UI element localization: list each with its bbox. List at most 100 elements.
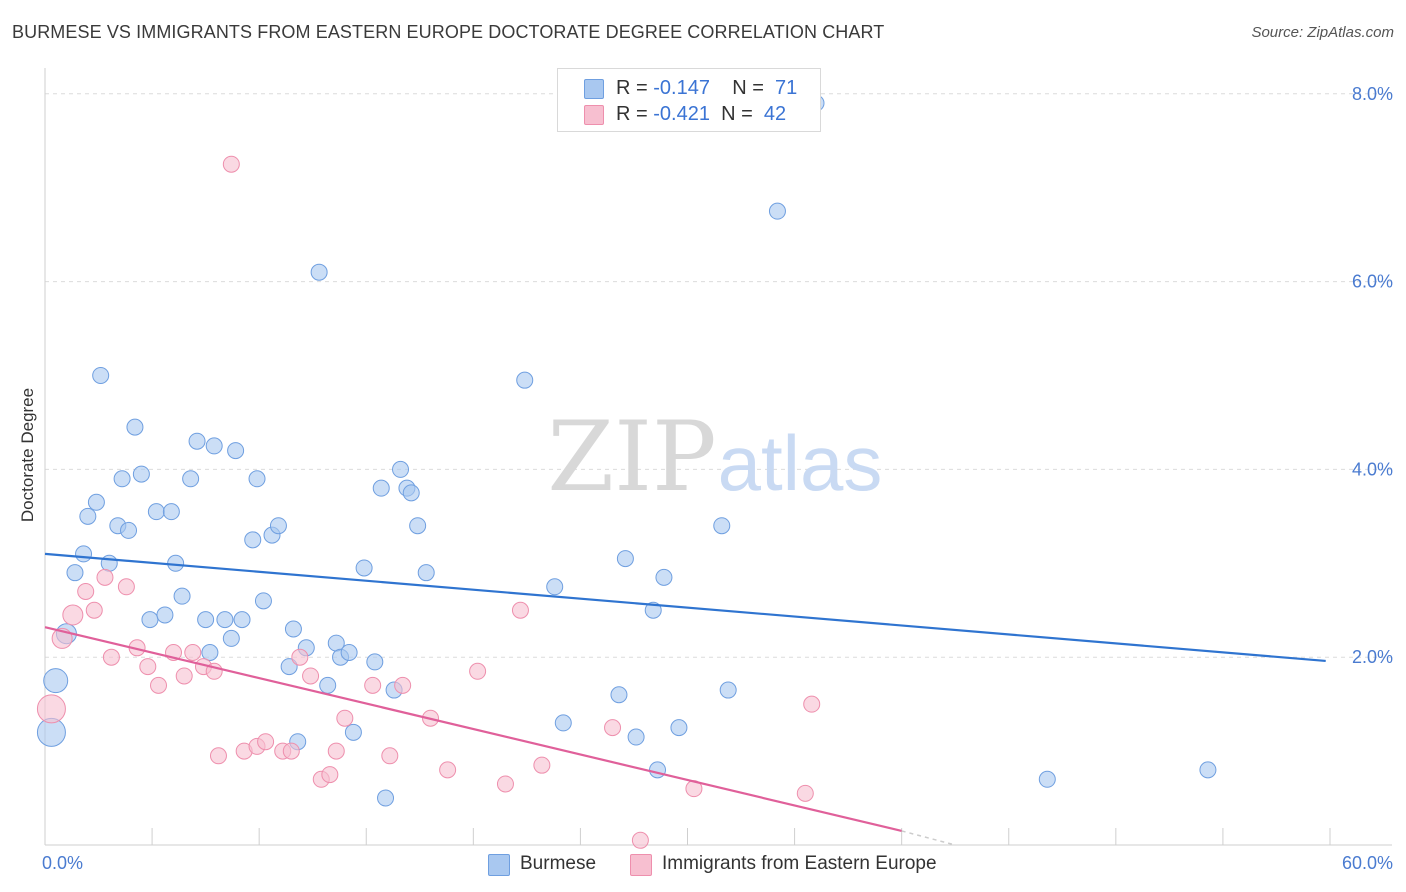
point-burmese <box>182 470 200 488</box>
point-eastern-europe <box>364 676 382 694</box>
point-burmese <box>254 592 272 610</box>
point-burmese <box>649 761 667 779</box>
point-burmese <box>100 554 118 572</box>
point-burmese <box>132 465 150 483</box>
point-eastern-europe <box>175 667 193 685</box>
point-eastern-europe <box>62 604 84 626</box>
point-eastern-europe <box>439 761 457 779</box>
legend-n-value: 71 <box>775 77 798 99</box>
bottom-legend-swatch-eastern-europe <box>630 854 652 876</box>
trend-line-eastern-europe <box>44 626 902 832</box>
point-burmese <box>644 601 662 619</box>
point-burmese <box>409 517 427 535</box>
legend-n-value: 42 <box>763 103 787 125</box>
watermark-atlas: atlas <box>718 419 883 507</box>
chart-title: BURMESE VS IMMIGRANTS FROM EASTERN EUROP… <box>12 22 885 42</box>
point-burmese <box>372 479 390 497</box>
point-eastern-europe <box>511 601 529 619</box>
point-burmese <box>75 545 93 563</box>
point-burmese <box>248 470 266 488</box>
point-eastern-europe <box>631 831 649 849</box>
y-tick-label: 4.0% <box>1352 459 1393 479</box>
y-tick-label: 2.0% <box>1352 647 1393 667</box>
point-eastern-europe <box>96 568 114 586</box>
point-eastern-europe <box>336 709 354 727</box>
point-eastern-europe <box>222 155 240 173</box>
point-burmese <box>344 723 362 741</box>
point-eastern-europe <box>102 648 120 666</box>
point-burmese <box>310 263 328 281</box>
point-burmese <box>126 418 144 436</box>
point-burmese <box>713 517 731 535</box>
point-burmese <box>79 507 97 525</box>
trend-lines <box>44 552 1326 846</box>
point-eastern-europe <box>291 648 309 666</box>
point-burmese <box>616 550 634 568</box>
point-eastern-europe <box>282 742 300 760</box>
legend-stats-eastern-europe: R = -0.421 N = 42 <box>616 103 786 126</box>
point-burmese <box>402 484 420 502</box>
point-burmese <box>655 568 673 586</box>
watermark-zip: ZIP <box>547 401 716 513</box>
legend-r-value: -0.147 <box>653 77 710 99</box>
point-burmese <box>87 493 105 511</box>
point-burmese <box>201 644 219 661</box>
point-eastern-europe <box>257 733 275 751</box>
point-eastern-europe <box>533 756 551 774</box>
point-burmese <box>280 658 298 676</box>
point-burmese <box>233 611 251 629</box>
y-tick-label: 8.0% <box>1352 84 1393 104</box>
y-tick-labels: 2.0% 4.0% 6.0% 8.0% <box>1352 84 1393 667</box>
point-burmese <box>284 620 302 638</box>
point-burmese <box>188 432 206 450</box>
point-eastern-europe <box>796 784 814 802</box>
point-burmese <box>768 202 786 220</box>
point-burmese <box>610 686 628 704</box>
x-tick-label: 60.0% <box>1342 853 1393 873</box>
point-burmese <box>43 668 69 694</box>
point-burmese <box>156 606 174 624</box>
point-burmese <box>205 437 223 455</box>
point-eastern-europe <box>85 601 103 619</box>
point-burmese <box>366 653 384 671</box>
point-burmese <box>719 681 737 699</box>
point-burmese <box>162 503 180 521</box>
point-burmese <box>92 366 110 384</box>
legend-n-label: N = <box>732 77 764 99</box>
point-eastern-europe <box>469 662 487 680</box>
point-eastern-europe <box>394 676 412 694</box>
legend-r-value: -0.421 <box>653 103 710 125</box>
point-burmese <box>1038 770 1056 788</box>
point-burmese <box>147 503 165 521</box>
point-burmese <box>516 371 534 389</box>
y-axis-label: Doctorate Degree <box>18 388 37 522</box>
stats-legend: R = -0.147 N = 71 R = -0.421 N = 42 <box>557 68 821 132</box>
grid-lines <box>45 93 1392 658</box>
point-burmese <box>141 611 159 629</box>
y-tick-label: 6.0% <box>1352 272 1393 292</box>
point-eastern-europe <box>117 578 135 596</box>
legend-swatch-burmese <box>584 79 604 99</box>
bottom-legend-label-burmese: Burmese <box>520 853 597 874</box>
point-burmese <box>392 460 410 478</box>
point-burmese <box>319 676 337 694</box>
point-burmese <box>269 517 287 535</box>
legend-stats-burmese: R = -0.147 N = 71 <box>616 77 797 100</box>
point-burmese <box>113 470 131 488</box>
x-tick-labels: 0.0% 60.0% <box>42 853 1393 873</box>
point-eastern-europe <box>803 695 821 713</box>
point-burmese <box>670 719 688 737</box>
point-burmese <box>554 714 572 732</box>
legend-r-label: R = <box>616 77 648 99</box>
point-eastern-europe <box>381 747 399 765</box>
bottom-legend-label-eastern-europe: Immigrants from Eastern Europe <box>662 853 937 874</box>
point-eastern-europe <box>139 658 157 676</box>
source-label: Source: ZipAtlas.com <box>1251 24 1394 41</box>
x-tick-label: 0.0% <box>42 853 83 873</box>
point-burmese <box>377 789 395 807</box>
bottom-legend-swatch-burmese <box>488 854 510 876</box>
trend-line-extension <box>901 830 956 846</box>
point-burmese <box>244 531 262 549</box>
point-eastern-europe <box>604 719 622 737</box>
